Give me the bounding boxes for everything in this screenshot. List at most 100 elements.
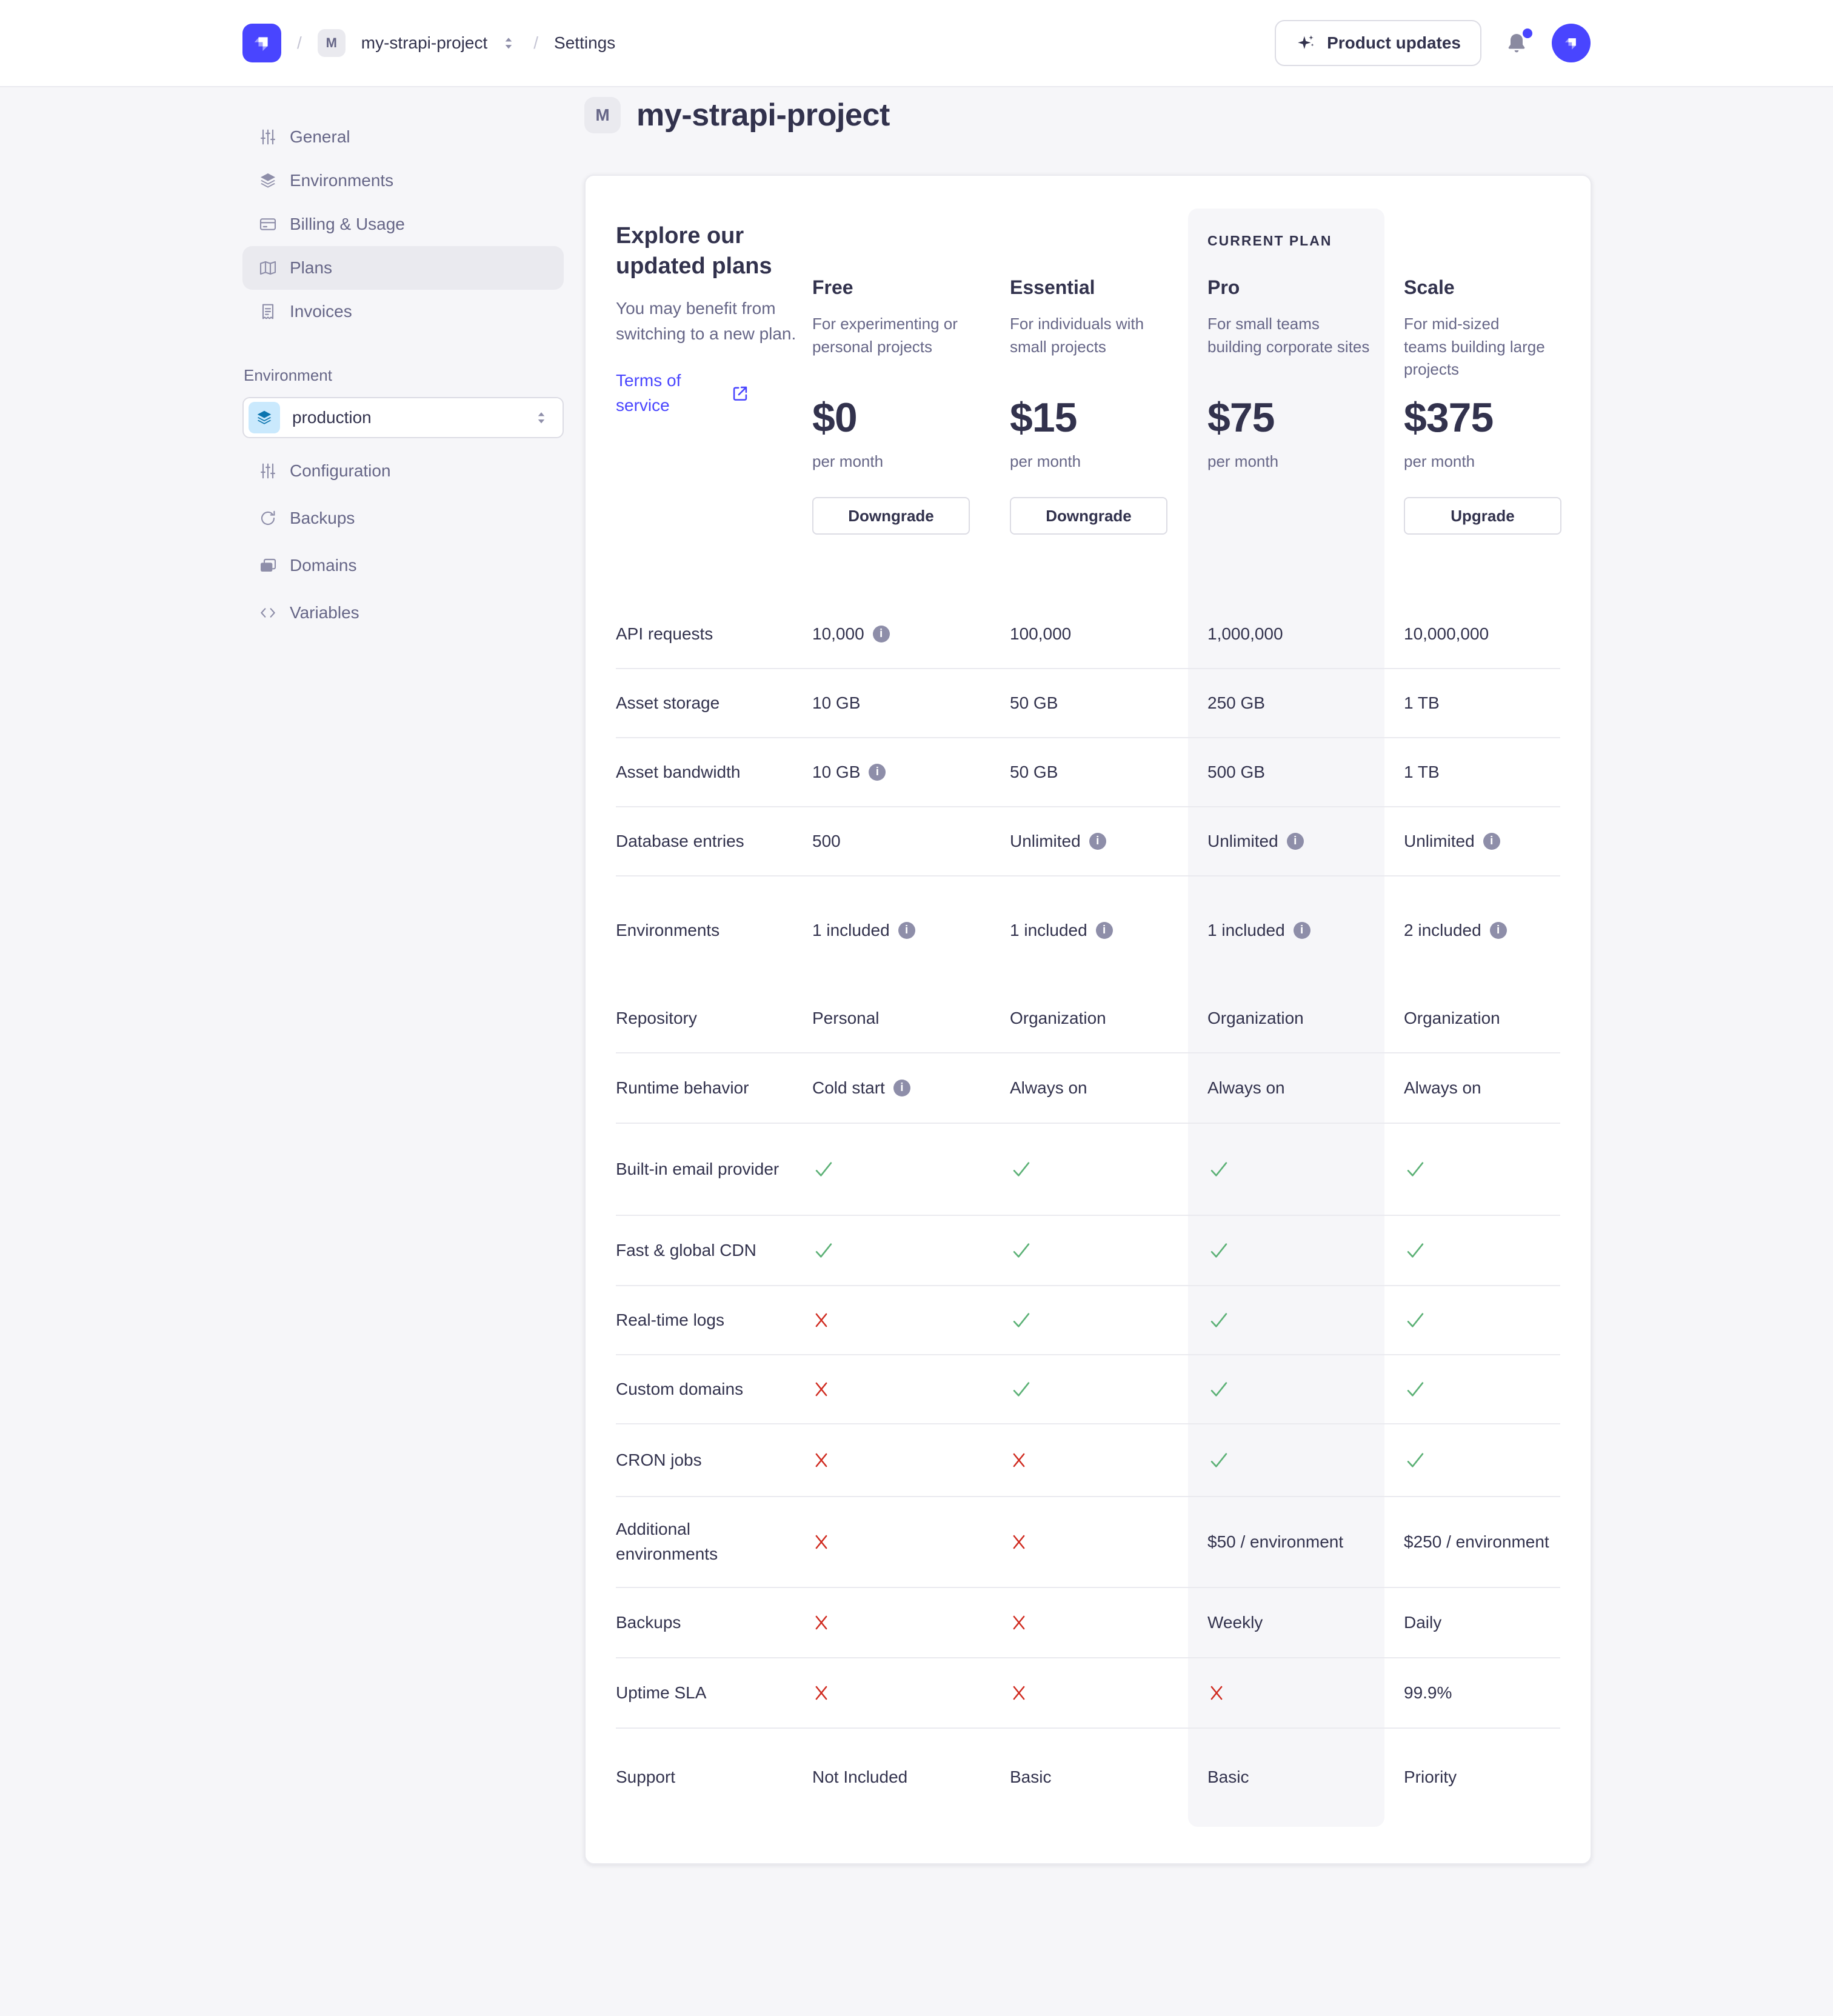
sidebar-item-label: Billing & Usage	[290, 215, 405, 233]
sidebar-item-general[interactable]: General	[242, 115, 564, 159]
sidebar-item-billing-usage[interactable]: Billing & Usage	[242, 202, 564, 246]
info-icon[interactable]: i	[869, 764, 886, 781]
table-cell	[1384, 1286, 1560, 1354]
notifications-button[interactable]	[1504, 28, 1532, 55]
info-icon[interactable]: i	[1489, 922, 1507, 939]
plans-header: Explore our updated plans You may benefi…	[616, 209, 1561, 600]
breadcrumb: / M my-strapi-project / Settings	[242, 24, 615, 62]
table-cell	[1188, 1124, 1384, 1215]
check-icon	[1207, 1239, 1230, 1262]
sliders-icon	[258, 127, 278, 147]
sidebar-item-configuration[interactable]: Configuration	[242, 449, 564, 493]
table-cell	[990, 1124, 1188, 1215]
plan-period: per month	[812, 452, 884, 470]
plan-price: $0	[812, 395, 858, 441]
table-cell	[990, 1658, 1188, 1727]
project-switcher-icon[interactable]	[499, 34, 518, 52]
sidebar-item-backups[interactable]: Backups	[242, 496, 564, 540]
sidebar-item-domains[interactable]: Domains	[242, 544, 564, 587]
table-cell	[1384, 1355, 1560, 1423]
sidebar-item-variables[interactable]: Variables	[242, 591, 564, 635]
cell-value: Personal	[812, 1009, 880, 1027]
cross-icon	[1207, 1683, 1226, 1703]
plan-downgrade-button[interactable]: Downgrade	[812, 497, 970, 535]
strapi-logo[interactable]	[242, 24, 281, 62]
table-cell	[793, 1497, 990, 1587]
sidebar-item-invoices[interactable]: Invoices	[242, 290, 564, 333]
table-cell	[1384, 1124, 1560, 1215]
strapi-bolt-icon	[254, 37, 268, 52]
table-cell	[1188, 1216, 1384, 1285]
notification-dot	[1523, 28, 1532, 38]
current-plan-highlight	[1188, 209, 1384, 1827]
info-icon[interactable]: i	[893, 1080, 910, 1096]
terms-of-service-link[interactable]: Terms of service	[616, 369, 793, 418]
sliders-icon	[258, 461, 278, 481]
cell-value: Weekly	[1207, 1613, 1263, 1632]
cross-icon	[1010, 1450, 1028, 1470]
table-row: Backups Weekly Daily	[616, 1588, 1560, 1658]
check-icon	[1010, 1158, 1033, 1181]
sidebar-item-environments[interactable]: Environments	[242, 159, 564, 202]
table-row: Built-in email provider	[616, 1124, 1560, 1216]
cell-value: 1,000,000	[1207, 624, 1283, 643]
cell-value: Organization	[1404, 1009, 1500, 1027]
info-icon[interactable]: i	[1293, 922, 1310, 939]
table-cell: Basic	[990, 1729, 1188, 1826]
table-cell	[990, 1424, 1188, 1496]
map-icon	[258, 258, 278, 278]
cell-value: Always on	[1010, 1078, 1087, 1097]
plan-downgrade-button[interactable]: Downgrade	[1010, 497, 1167, 535]
product-updates-label: Product updates	[1327, 33, 1461, 52]
plan-description: For small teams building corporate sites	[1207, 315, 1370, 356]
plan-period: per month	[1207, 452, 1279, 470]
row-label: Runtime behavior	[616, 1078, 749, 1097]
sidebar-item-label: Variables	[290, 603, 359, 622]
project-initial-badge: M	[584, 97, 621, 133]
info-icon[interactable]: i	[898, 922, 915, 939]
table-row: Additional environments $50 / environment…	[616, 1497, 1560, 1588]
cross-icon	[812, 1683, 830, 1703]
table-cell: 1 TB	[1384, 669, 1560, 737]
table-cell: $50 / environment	[1188, 1497, 1384, 1587]
table-cell	[990, 1355, 1188, 1423]
row-label: Fast & global CDN	[616, 1240, 756, 1260]
plan-description: For experimenting or personal projects	[812, 315, 958, 356]
sidebar-item-plans[interactable]: Plans	[242, 246, 564, 290]
info-icon[interactable]: i	[1483, 833, 1500, 850]
table-cell: 10,000,000	[1384, 600, 1560, 668]
info-icon[interactable]: i	[1095, 922, 1113, 939]
avatar[interactable]	[1552, 24, 1591, 62]
plans-card: Explore our updated plans You may benefi…	[584, 175, 1592, 1864]
check-icon	[1010, 1309, 1033, 1332]
sidebar-item-label: Invoices	[290, 302, 352, 321]
sidebar-item-label: Plans	[290, 258, 333, 277]
table-row: Fast & global CDN	[616, 1216, 1560, 1286]
breadcrumb-section[interactable]: Settings	[554, 33, 616, 52]
table-cell: 500	[793, 807, 990, 875]
environment-select[interactable]: production	[242, 397, 564, 438]
table-row: Environments 1 included i 1 included i 1 incl…	[616, 876, 1560, 984]
plan-description: For individuals with small projects	[1010, 315, 1144, 356]
plan-column-essential: Essential For individuals with small proj…	[990, 209, 1188, 600]
table-cell: Basic	[1188, 1729, 1384, 1826]
table-cell: 2 included i	[1384, 876, 1560, 984]
table-cell: 1 included i	[1188, 876, 1384, 984]
plan-upgrade-button[interactable]: Upgrade	[1404, 497, 1561, 535]
layers-icon	[258, 171, 278, 190]
table-cell: 1 included i	[793, 876, 990, 984]
cross-icon	[1010, 1532, 1028, 1552]
table-cell: Organization	[990, 984, 1188, 1052]
product-updates-button[interactable]: Product updates	[1275, 20, 1481, 66]
table-cell: 500 GB	[1188, 738, 1384, 806]
info-icon[interactable]: i	[1286, 833, 1304, 850]
row-label: Asset bandwidth	[616, 762, 741, 781]
info-icon[interactable]: i	[1089, 833, 1106, 850]
cell-value: 2 included	[1404, 921, 1481, 940]
wallet-icon	[258, 556, 278, 575]
external-link-icon	[730, 383, 750, 404]
sidebar-item-label: Configuration	[290, 461, 391, 480]
breadcrumb-project-name[interactable]: my-strapi-project	[361, 33, 488, 52]
info-icon[interactable]: i	[872, 626, 890, 643]
